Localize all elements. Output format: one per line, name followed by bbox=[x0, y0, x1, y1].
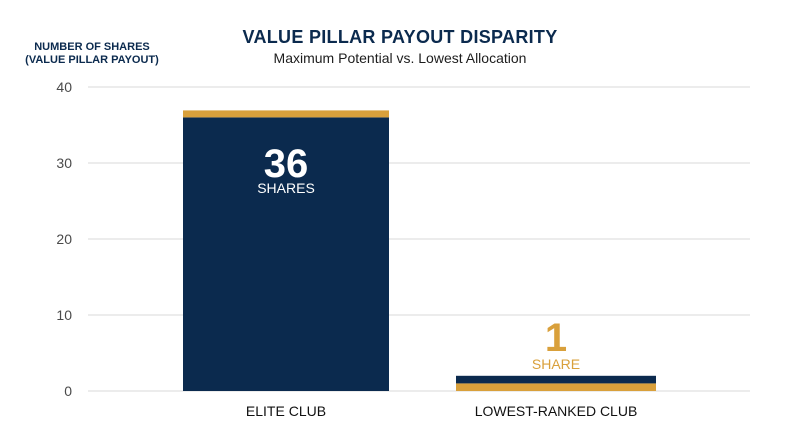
data-label-unit: SHARES bbox=[257, 180, 315, 196]
y-axis-label-line-2: (VALUE PILLAR PAYOUT) bbox=[25, 54, 159, 66]
x-axis-ticks: ELITE CLUB LOWEST-RANKED CLUB bbox=[246, 403, 637, 419]
chart-title: VALUE PILLAR PAYOUT DISPARITY bbox=[242, 27, 557, 47]
bar-elite-club bbox=[183, 117, 389, 392]
data-label-value: 1 bbox=[545, 316, 567, 360]
y-tick-label: 0 bbox=[64, 383, 72, 399]
bars bbox=[183, 110, 656, 392]
y-axis-ticks: 0 10 20 30 40 bbox=[56, 79, 72, 399]
y-tick-label: 30 bbox=[56, 155, 72, 171]
chart-subtitle: Maximum Potential vs. Lowest Allocation bbox=[274, 50, 527, 66]
y-tick-label: 20 bbox=[56, 231, 72, 247]
data-label-unit: SHARE bbox=[532, 356, 580, 372]
y-axis-label-line-1: NUMBER OF SHARES bbox=[34, 41, 150, 53]
x-tick-label: ELITE CLUB bbox=[246, 403, 326, 419]
y-tick-label: 40 bbox=[56, 79, 72, 95]
bar-lowest-ranked-club bbox=[456, 383, 656, 391]
bar-cap-lowest-ranked-club bbox=[456, 375, 656, 384]
x-tick-label: LOWEST-RANKED CLUB bbox=[475, 403, 638, 419]
y-tick-label: 10 bbox=[56, 307, 72, 323]
data-label-value: 36 bbox=[264, 142, 309, 186]
bar-cap-elite-club bbox=[183, 110, 389, 118]
